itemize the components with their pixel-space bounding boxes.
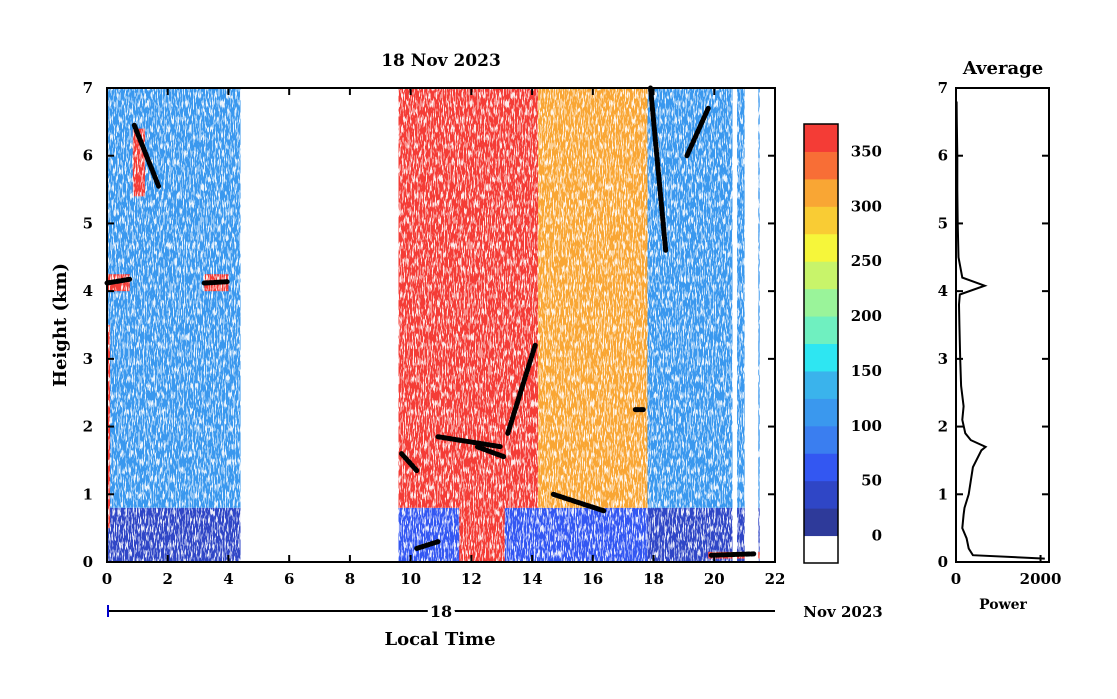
date-axis-month-year: Nov 2023 — [803, 603, 882, 621]
main-x-tick-label: 12 — [461, 570, 482, 588]
main-x-tick-label: 2 — [163, 570, 173, 588]
main-y-tick-label: 4 — [83, 282, 93, 300]
colorbar-tick-label: 250 — [851, 252, 882, 270]
profile-y-tick-label: 3 — [938, 350, 948, 368]
colorbar-tick-label: 200 — [851, 307, 882, 325]
main-x-tick-label: 10 — [400, 570, 421, 588]
main-x-tick-label: 8 — [345, 570, 355, 588]
main-x-tick-label: 16 — [582, 570, 603, 588]
colorbar-tick-label: 300 — [851, 197, 882, 215]
colorbar-tick-label: 0 — [872, 527, 882, 545]
main-y-tick-label: 2 — [83, 418, 93, 436]
average-power-line — [955, 101, 1045, 560]
profile-y-tick-label: 7 — [938, 79, 948, 97]
colorbar-swatch-14 — [804, 151, 838, 180]
profile-y-axis: 0 1 2 3 4 5 6 7 — [938, 79, 1049, 571]
cloud-layer-5 — [435, 434, 505, 450]
profile-y-tick-label: 6 — [938, 147, 948, 165]
cloud-layer-3 — [399, 451, 420, 474]
colorbar-swatch-2 — [804, 480, 838, 509]
main-plot-frame — [106, 87, 776, 563]
colorbar-ticks: 0 50 100 150 200 250 300 350 — [851, 142, 882, 544]
colorbar-tick-label: 100 — [851, 417, 882, 435]
heatmap-noise-texture — [107, 88, 775, 562]
colorbar-swatch-15 — [804, 124, 838, 152]
profile-x-tick-label: 2000 — [1020, 570, 1062, 588]
main-y-tick-label: 1 — [83, 485, 93, 503]
profile-y-tick-label: 5 — [938, 214, 948, 232]
colorbar-frame — [803, 123, 839, 564]
colorbar-swatch-13 — [804, 178, 838, 207]
colorbar-tick-label: 350 — [851, 142, 882, 160]
cloud-layer-2 — [201, 279, 231, 286]
main-y-tick-label: 3 — [83, 350, 93, 368]
profile-x-axis-label: Power — [979, 597, 1027, 613]
cloud-layer-0 — [104, 276, 134, 286]
cloud-layer-12 — [708, 551, 757, 558]
colorbar-swatch-0 — [804, 535, 838, 564]
main-y-tick-label: 7 — [83, 79, 93, 97]
colorbar — [804, 124, 838, 564]
colorbar-swatch-9 — [804, 288, 838, 317]
colorbar-swatch-8 — [804, 316, 838, 344]
main-x-axis: 0 2 4 6 8 10 12 14 16 18 20 22 — [102, 88, 786, 588]
cloud-layer-4 — [414, 539, 441, 551]
date-axis-day-label: 18 — [430, 602, 452, 621]
main-y-tick-label: 0 — [83, 553, 93, 571]
colorbar-swatch-11 — [804, 233, 838, 262]
cloud-layer-8 — [550, 491, 608, 514]
colorbar-tick-label: 50 — [861, 472, 882, 490]
colorbar-swatch-7 — [804, 343, 838, 372]
main-y-tick-label: 5 — [83, 214, 93, 232]
profile-y-tick-label: 2 — [938, 418, 948, 436]
colorbar-tick-label: 150 — [851, 362, 882, 380]
main-x-tick-label: 4 — [223, 570, 233, 588]
colorbar-swatch-10 — [804, 261, 838, 290]
cloud-layer-10 — [648, 85, 669, 254]
colorbar-swatch-5 — [804, 398, 838, 427]
main-y-tick-label: 6 — [83, 147, 93, 165]
main-x-tick-label: 22 — [765, 570, 786, 588]
main-x-tick-label: 0 — [102, 570, 112, 588]
colorbar-swatch-6 — [804, 370, 838, 399]
colorbar-swatch-4 — [804, 425, 838, 454]
profile-plot-frame — [955, 87, 1050, 563]
main-chart-title: 18 Nov 2023 — [381, 51, 501, 71]
profile-x-tick-label: 0 — [951, 570, 961, 588]
colorbar-swatch-3 — [804, 453, 838, 482]
main-x-tick-label: 20 — [704, 570, 725, 588]
main-x-tick-label: 14 — [522, 570, 543, 588]
profile-chart-title: Average — [962, 58, 1043, 79]
cloud-layer-11 — [684, 105, 711, 159]
cloud-layer-6 — [474, 444, 508, 460]
main-x-axis-label: Local Time — [384, 629, 495, 650]
profile-y-tick-label: 0 — [938, 553, 948, 571]
cloud-layer-1 — [131, 122, 162, 189]
colorbar-swatch-1 — [804, 508, 838, 537]
cloud-layer-7 — [505, 342, 538, 436]
main-y-axis-label: Height (km) — [50, 263, 71, 387]
colorbar-swatch-12 — [804, 206, 838, 235]
profile-y-tick-label: 1 — [938, 485, 948, 503]
profile-x-axis: 0 2000 — [951, 555, 1062, 588]
main-y-axis: 0 1 2 3 4 5 6 7 — [83, 79, 775, 571]
main-x-tick-label: 6 — [284, 570, 294, 588]
main-x-tick-label: 18 — [643, 570, 664, 588]
profile-y-tick-label: 4 — [938, 282, 948, 300]
cloud-layers — [104, 85, 757, 558]
